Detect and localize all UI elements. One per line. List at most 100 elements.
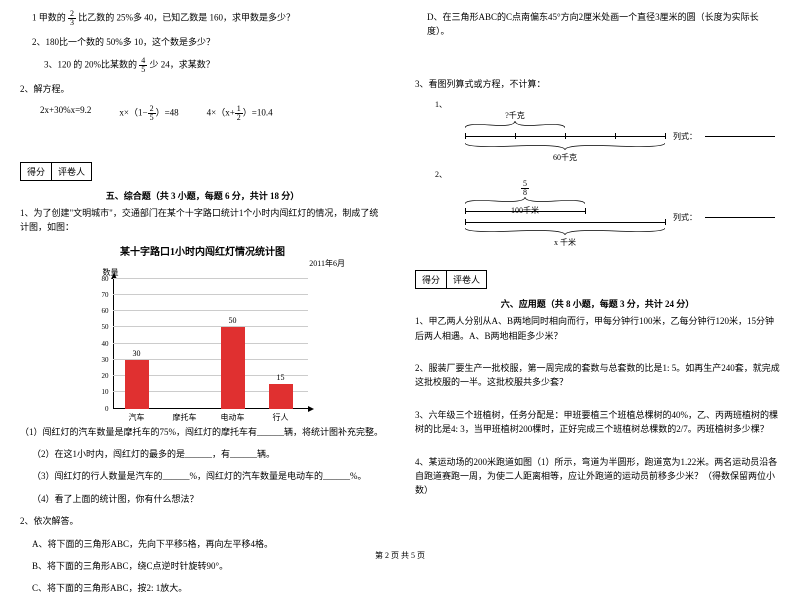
sub-q2: （2）在这1小时内，闯红灯的最多的是______，有______辆。 [32,447,385,461]
sub-q4: （4）看了上面的统计图，你有什么想法？ [32,492,385,506]
question-3: 3、120 的 20%比某数的 4 5 少 24，求某数？ [44,57,385,74]
grid-line [113,343,308,344]
diag2-frac: 5 8 [521,180,529,197]
diag2-formula-label: 列式： [673,212,697,223]
grid-line [113,294,308,295]
diagram-2: 2、 5 8 100千米 列式： [435,169,780,248]
equation-row: 2x+30%x=9.2 x×（1−25）=48 4×（x+12）=10.4 [40,105,385,122]
grid-line [113,310,308,311]
q1-prefix: 1 甲数的 [32,13,66,23]
score-label: 得分 [416,271,447,288]
diag2-lines: 100千米 [465,207,665,227]
diag1-num: 1、 [435,99,780,110]
q2d: D、在三角形ABC的C点南偏东45°方向2厘米处画一个直径3厘米的圆（长度为实际… [427,10,780,39]
diag2-num: 2、 [435,169,780,180]
y-tick: 10 [91,388,109,396]
diag1-bottom-label: 60千克 [465,152,665,163]
grader-label: 评卷人 [447,271,486,288]
eq3-suffix: ）=10.4 [243,107,273,117]
frac-den: 5 [139,66,147,74]
diag1-line [465,136,665,137]
score-label: 得分 [21,163,52,180]
x-category-label: 摩托车 [170,412,200,423]
frac-den: 2 [235,114,243,122]
frac-den: 3 [68,19,76,27]
chart-bar [221,327,245,408]
q3-fraction: 4 5 [139,57,147,74]
frac-den: 8 [521,189,529,197]
app3: 3、六年级三个班植树，任务分配是：甲班要植三个班植总棵树的40%，乙、丙两班植树… [415,408,780,437]
app1: 1、甲乙两人分别从A、B两地同时相向而行，甲每分钟行100米，乙每分钟行120米… [415,314,780,343]
bar-value-label: 50 [218,316,248,325]
q2b: B、将下面的三角形ABC，绕C点逆时针旋转90°。 [32,559,385,573]
x-category-label: 电动车 [218,412,248,423]
diag1-brace-top [465,121,565,131]
brace-icon [465,142,665,150]
diag2-mid-label: 100千米 [465,205,585,216]
section6-title: 六、应用题（共 8 小题，每题 3 分，共计 24 分） [415,297,780,310]
diag1-row: 列式： [435,131,780,142]
app2: 2、服装厂要生产一批校服，第一周完成的套数与总套数的比是1: 5。如再生产240… [415,361,780,390]
chart-title: 某十字路口1小时内闯红灯情况统计图 [20,243,385,258]
eq2-suffix: ）=48 [156,107,179,117]
diag2-brace-bottom [465,227,665,237]
eq2: x×（1−25）=48 [119,105,178,122]
y-tick: 0 [91,405,109,413]
sub-q3: （3）闯红灯的行人数量是汽车的______%，闯红灯的汽车数量是电动车的____… [32,469,385,483]
y-tick: 80 [91,275,109,283]
q2a: A、将下面的三角形ABC，先向下平移5格，再向左平移4格。 [32,537,385,551]
eq3: 4×（x+12）=10.4 [207,105,273,122]
y-tick: 50 [91,323,109,331]
frac-den: 5 [148,114,156,122]
section5-title: 五、综合题（共 3 小题，每题 6 分，共计 18 分） [20,189,385,202]
q3-prefix: 3、120 的 20%比某数的 [44,60,137,70]
eq2-prefix: x×（1− [119,107,147,117]
eq3-prefix: 4×（x+ [207,107,235,117]
diag2-bottom-label: x 千米 [465,237,665,248]
y-tick: 60 [91,307,109,315]
diag1-brace-bottom [465,142,665,152]
y-tick: 40 [91,340,109,348]
question-1: 1 甲数的 2 3 比乙数的 25%多 40，已知乙数是 160，求甲数是多少？ [32,10,385,27]
diag2-row: 100千米 列式： [435,207,780,227]
eq3-frac: 12 [235,105,243,122]
brace-icon [465,121,565,129]
x-category-label: 行人 [266,412,296,423]
diagram-1: 1、 ?千克 列式： 60千克 [435,99,780,163]
y-tick: 70 [91,291,109,299]
page-container: 1 甲数的 2 3 比乙数的 25%多 40，已知乙数是 160，求甲数是多少？… [20,10,780,530]
y-tick: 30 [91,356,109,364]
diag1-top-label: ?千克 [465,110,565,121]
y-tick: 20 [91,372,109,380]
brace-icon [465,227,665,235]
chart-date: 2011年6月 [20,258,345,269]
diag1-formula-label: 列式： [673,131,697,142]
section5-intro: 1、为了创建"文明城市"，交通部门在某个十字路口统计1个小时内闯红灯的情况，制成… [20,206,385,235]
x-category-label: 汽车 [122,412,152,423]
bar-value-label: 15 [266,373,296,382]
sub-q1: （1）闯红灯的汽车数量是摩托车的75%，闯红灯的摩托车有______辆，将统计图… [20,425,385,439]
chart-bar [269,384,293,408]
q3-title: 3、看图列算式或方程，不计算： [415,77,780,91]
grid-line [113,326,308,327]
q1-suffix: 比乙数的 25%多 40，已知乙数是 160，求甲数是多少？ [78,13,295,23]
x-arrow-icon [308,406,314,412]
grader-label: 评卷人 [52,163,91,180]
grid-line [113,278,308,279]
left-column: 1 甲数的 2 3 比乙数的 25%多 40，已知乙数是 160，求甲数是多少？… [20,10,385,530]
score-box-left: 得分 评卷人 [20,162,92,181]
page-footer: 第 2 页 共 5 页 [0,550,800,561]
diag1-blank [705,136,775,137]
q2c: C、将下面的三角形ABC，按2: 1放大。 [32,581,385,595]
app4: 4、某运动场的200米跑道如图（1）所示，弯道为半圆形，跑道宽为1.22米。两名… [415,455,780,498]
bar-value-label: 30 [122,349,152,358]
right-column: D、在三角形ABC的C点南偏东45°方向2厘米处画一个直径3厘米的圆（长度为实际… [415,10,780,530]
eq1: 2x+30%x=9.2 [40,105,91,122]
chart-bar [125,360,149,409]
solve-equations-title: 2、解方程。 [20,82,385,96]
bar-chart: 数量 01020304050607080 30汽车摩托车50电动车15行人 [83,269,323,419]
q1-fraction: 2 3 [68,10,76,27]
y-axis [113,279,114,409]
eq2-frac: 25 [148,105,156,122]
q3-suffix: 少 24，求某数？ [150,60,215,70]
